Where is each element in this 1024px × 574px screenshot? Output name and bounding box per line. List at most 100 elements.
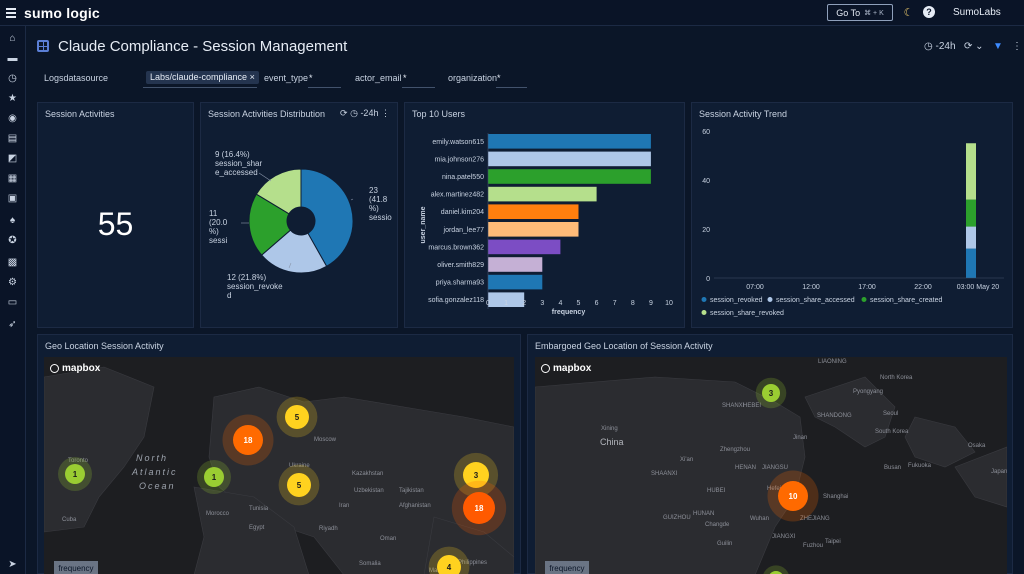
y-tick-label: priya.sharma93 (436, 280, 484, 287)
frequency-legend[interactable]: frequency (545, 561, 589, 574)
security-icon[interactable]: ✪ (8, 235, 17, 246)
folder-icon[interactable]: ▬ (7, 53, 18, 64)
star-icon[interactable]: ★ (8, 93, 17, 104)
geo-map[interactable]: North Atlantic Ocean Toronto Cuba Morocco Tuni… (44, 357, 514, 574)
dashboard-icon[interactable]: ▦ (7, 173, 18, 184)
cluster-marker (463, 462, 489, 488)
send-icon[interactable]: ➤ (8, 559, 17, 570)
cluster-marker (287, 473, 311, 497)
map-label: SHAANXI (651, 471, 678, 477)
admin-icon[interactable]: ▭ (7, 297, 18, 308)
hamburger-menu-icon[interactable] (6, 7, 16, 18)
logsdatasource-chip[interactable]: Labs/claude-compliance × (146, 71, 259, 84)
x-tick-label: 4 (558, 300, 562, 307)
x-tick-label: 6 (595, 300, 599, 307)
cluster-count: 18 (244, 436, 253, 445)
event-type-filter[interactable]: * (308, 73, 341, 88)
logsdatasource-label: Logsdatasource (44, 73, 109, 83)
moon-icon[interactable]: ☾ (903, 7, 914, 19)
map-label: GUIZHOU (663, 515, 691, 521)
apps-icon[interactable]: ▩ (7, 257, 18, 268)
goto-shortcut: ⌘ + K (864, 9, 884, 17)
geo-map-canvas[interactable]: North Atlantic Ocean Toronto Cuba Morocco Tuni… (44, 357, 514, 574)
help-icon[interactable]: ? (923, 6, 935, 18)
stack-segment (966, 199, 976, 227)
actor-email-filter[interactable]: * (402, 73, 435, 88)
goto-button[interactable]: Go To ⌘ + K (827, 4, 893, 21)
cluster-count: 5 (297, 481, 302, 490)
rocket-icon[interactable]: ➶ (8, 319, 17, 330)
alerts-icon[interactable]: ♠ (9, 215, 16, 226)
map-label: Xi'an (680, 457, 693, 463)
map-label: Xining (601, 426, 618, 432)
actor-email-label: actor_email (355, 73, 402, 83)
more-options-icon[interactable]: ⋮ (1012, 41, 1022, 52)
y-tick-label: 40 (702, 178, 710, 185)
map-label: China (600, 437, 624, 447)
history-icon[interactable]: ◷ (8, 73, 17, 84)
map-label: Wuhan (750, 516, 769, 522)
home-icon[interactable]: ⌂ (9, 33, 16, 44)
metrics-icon[interactable]: ◩ (7, 153, 18, 164)
pie-slice (260, 229, 328, 274)
pie-leader-line (288, 262, 292, 269)
filter-icon[interactable]: ▼ (993, 41, 1003, 52)
y-tick-label: 20 (702, 227, 710, 234)
x-tick-label: 10 (665, 300, 673, 307)
organization-filter[interactable]: * (496, 73, 527, 88)
map-label: Tunisia (249, 506, 269, 512)
cluster-count: 3 (474, 471, 479, 480)
x-axis-title: frequency (552, 309, 586, 316)
x-tick-label: 12:00 (802, 284, 820, 291)
map-label: Taipei (825, 539, 841, 545)
y-tick-label: mia.johnson276 (435, 156, 485, 163)
refresh-icon[interactable]: ⟳ (340, 108, 348, 118)
clock-icon[interactable]: ◷ (350, 108, 358, 118)
remove-chip-icon[interactable]: × (249, 72, 255, 82)
map-label: HEBEI (743, 403, 761, 409)
bot-icon[interactable]: ◉ (8, 113, 17, 124)
map-label: Shanghai (823, 494, 848, 500)
y-tick-label: 60 (702, 129, 710, 136)
land-mass (44, 366, 155, 533)
frequency-legend[interactable]: frequency (54, 561, 98, 574)
settings-icon[interactable]: ⚙ (8, 277, 17, 288)
cluster-halo (763, 565, 789, 574)
traces-icon[interactable]: ▣ (7, 193, 18, 204)
session-activities-value: 55 (97, 205, 134, 242)
panel-time-range: -24h (360, 108, 379, 118)
pie-slice (255, 168, 302, 215)
map-label: Philippines (458, 560, 487, 566)
map-label: North (136, 453, 168, 463)
session-distribution-panel: Session Activities Distribution ⟳ ◷ -24h… (200, 102, 398, 328)
land-mass (954, 446, 1007, 508)
land-mass (193, 486, 310, 574)
embargo-map[interactable]: LIAONING North Korea Pyongyang Seoul South K… (535, 357, 1007, 574)
more-options-icon[interactable]: ⋮ (380, 108, 390, 118)
y-tick-label: oliver.smith829 (437, 262, 484, 269)
trend-panel: Session Activity Trend 0 20 40 60 07:00 12:00… (691, 102, 1013, 328)
logsdatasource-filter[interactable]: Labs/claude-compliance × (143, 68, 259, 88)
user-menu[interactable]: SumoLabs (953, 7, 1001, 18)
time-range-button[interactable]: ◷ -24h (924, 41, 956, 52)
panel-title: Top 10 Users (412, 109, 466, 119)
x-tick-label: 03:00 May 20 (957, 284, 1000, 291)
cluster-marker (233, 425, 263, 455)
log-search-icon[interactable]: ▤ (7, 133, 18, 144)
panel-title: Embargoed Geo Location of Session Activi… (535, 341, 713, 351)
goto-label: Go To (836, 7, 861, 18)
map-label: South Korea (875, 429, 909, 435)
panel-title: Session Activities Distribution (208, 109, 326, 119)
panel-title: Geo Location Session Activity (45, 341, 164, 351)
embargo-map-canvas[interactable]: LIAONING North Korea Pyongyang Seoul South K… (535, 357, 1007, 574)
bar (488, 134, 651, 149)
map-label: Seoul (883, 411, 898, 417)
x-tick-label: 9 (649, 300, 653, 307)
bar (488, 186, 597, 202)
cluster-marker (769, 571, 783, 574)
refresh-icon[interactable]: ⟳ ⌄ (964, 41, 984, 52)
session-activities-panel: Session Activities 55 (37, 102, 194, 328)
legend-label: session_share_accessed (776, 297, 855, 304)
x-tick-label: 22:00 (914, 284, 932, 291)
bar (488, 204, 579, 219)
